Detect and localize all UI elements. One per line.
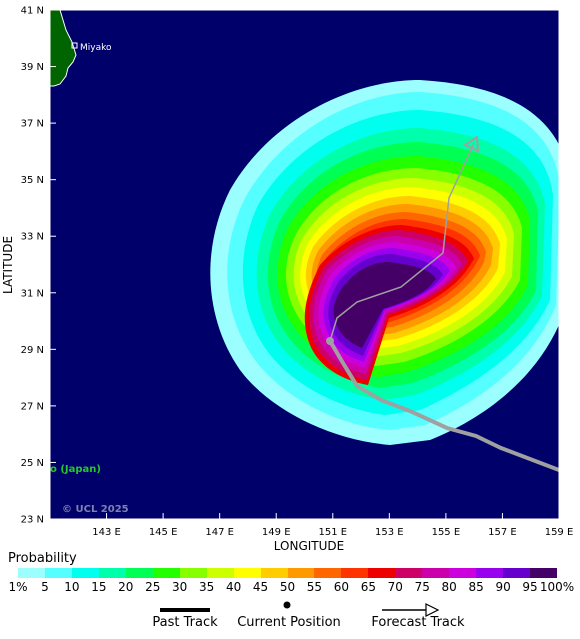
colorbar-swatch — [206, 568, 234, 578]
miyako-label: Miyako — [80, 43, 112, 53]
lat-tick-label: 39 N — [21, 62, 44, 73]
lat-tick-label: 41 N — [21, 6, 44, 17]
forecast-track — [329, 142, 475, 342]
current-position-marker — [326, 337, 334, 345]
colorbar-swatch — [503, 568, 531, 578]
colorbar-tick-label: 85 — [468, 580, 484, 594]
colorbar-tick-label: 10 — [64, 580, 80, 594]
lon-tick-label: 159 E — [545, 527, 574, 538]
coastline-japan — [50, 10, 77, 87]
colorbar-tick-label: 35 — [199, 580, 215, 594]
colorbar-swatch — [368, 568, 396, 578]
lat-tick-label: 35 N — [21, 175, 44, 186]
lon-tick-label: 149 E — [262, 527, 291, 538]
forecast-arrowhead — [462, 135, 480, 153]
colorbar-swatch — [287, 568, 315, 578]
colorbar-swatch — [152, 568, 180, 578]
lat-tick-label: 37 N — [21, 119, 44, 130]
storm-tracks — [326, 135, 559, 472]
colorbar-swatch — [341, 568, 369, 578]
lat-tick-label: 31 N — [21, 288, 44, 299]
colorbar-swatch — [395, 568, 423, 578]
latitude-axis: 41 N 39 N 37 N 35 N 33 N 31 N 29 N 27 N 25 N 23 N — [21, 6, 56, 526]
colorbar-swatch — [260, 568, 288, 578]
colorbar-tick-label: 95 — [522, 580, 538, 594]
colorbar-swatch — [422, 568, 450, 578]
colorbar-tick-label: 50 — [279, 580, 296, 594]
colorbar-tick-label: 5 — [41, 580, 49, 594]
forecast-track-key-arrow — [425, 603, 440, 617]
colorbar-tick-label: 90 — [495, 580, 511, 594]
current-position-label: Current Position — [237, 615, 341, 630]
colorbar-tick-label: 60 — [333, 580, 350, 594]
past-track — [328, 339, 559, 472]
colorbar-tick-label: 65 — [360, 580, 376, 594]
lat-tick-label: 23 N — [21, 515, 44, 526]
colorbar-swatch — [476, 568, 504, 578]
colorbar-swatch — [18, 568, 45, 578]
colorbar-swatch — [71, 568, 99, 578]
lon-tick-label: 155 E — [432, 527, 461, 538]
forecast-track-label: Forecast Track — [371, 615, 465, 630]
colorbar-swatch — [233, 568, 261, 578]
probability-colorbar — [18, 568, 558, 578]
lon-tick-label: 143 E — [92, 527, 121, 538]
current-position-key-dot — [283, 601, 291, 609]
colorbar-tick-label: 70 — [387, 580, 403, 594]
x-axis-title: LONGITUDE — [274, 539, 344, 550]
lon-tick-label: 147 E — [205, 527, 234, 538]
probability-field — [210, 80, 559, 445]
legend-title: Probability — [8, 551, 77, 566]
colorbar-swatch — [314, 568, 342, 578]
colorbar-tick-label: 55 — [306, 580, 323, 594]
legend: Probability 1% 5 10 15 20 25 30 35 40 45 50 55 60 65 7… — [0, 548, 580, 639]
colorbar-swatch — [449, 568, 477, 578]
y-axis-title: LATITUDE — [1, 236, 15, 294]
lon-tick-label: 153 E — [375, 527, 404, 538]
colorbar-ticks: 1% 5 10 15 20 25 30 35 40 45 50 55 60 65 70 75 80 85 90 95 1… — [0, 580, 580, 596]
lat-tick-label: 25 N — [21, 458, 44, 469]
lat-tick-label: 33 N — [21, 232, 44, 243]
colorbar-tick-label: 25 — [145, 580, 161, 594]
longitude-axis: 143 E 145 E 147 E 149 E 151 E 153 E 155 E 157 E… — [92, 513, 573, 538]
colorbar-tick-label: 80 — [441, 580, 457, 594]
lon-tick-label: 145 E — [149, 527, 178, 538]
colorbar-swatch — [98, 568, 126, 578]
region-label: o (Japan) — [50, 464, 101, 475]
colorbar-tick-label: 1% — [8, 580, 28, 594]
colorbar-tick-label: 40 — [225, 580, 242, 594]
colorbar-tick-label: 30 — [172, 580, 188, 594]
colorbar-swatch — [44, 568, 72, 578]
strike-probability-map: Miyako o (Japan) © UCL 2025 41 N 39 N 37 N… — [1, 6, 573, 551]
colorbar-tick-label: 15 — [91, 580, 107, 594]
lat-tick-label: 29 N — [21, 345, 44, 356]
lon-tick-label: 151 E — [318, 527, 347, 538]
colorbar-swatch — [179, 568, 207, 578]
track-key — [160, 601, 440, 617]
colorbar-swatch — [125, 568, 153, 578]
past-track-label: Past Track — [152, 615, 218, 630]
colorbar-tick-label: 100% — [539, 580, 575, 594]
colorbar-tick-label: 45 — [252, 580, 269, 594]
lat-tick-label: 27 N — [21, 401, 44, 412]
colorbar-swatch — [530, 568, 558, 578]
colorbar-tick-label: 75 — [414, 580, 430, 594]
lon-tick-label: 157 E — [488, 527, 517, 538]
miyako-marker — [71, 42, 78, 49]
colorbar-tick-label: 20 — [118, 580, 134, 594]
copyright: © UCL 2025 — [62, 504, 129, 515]
plot-frame — [49, 9, 560, 520]
